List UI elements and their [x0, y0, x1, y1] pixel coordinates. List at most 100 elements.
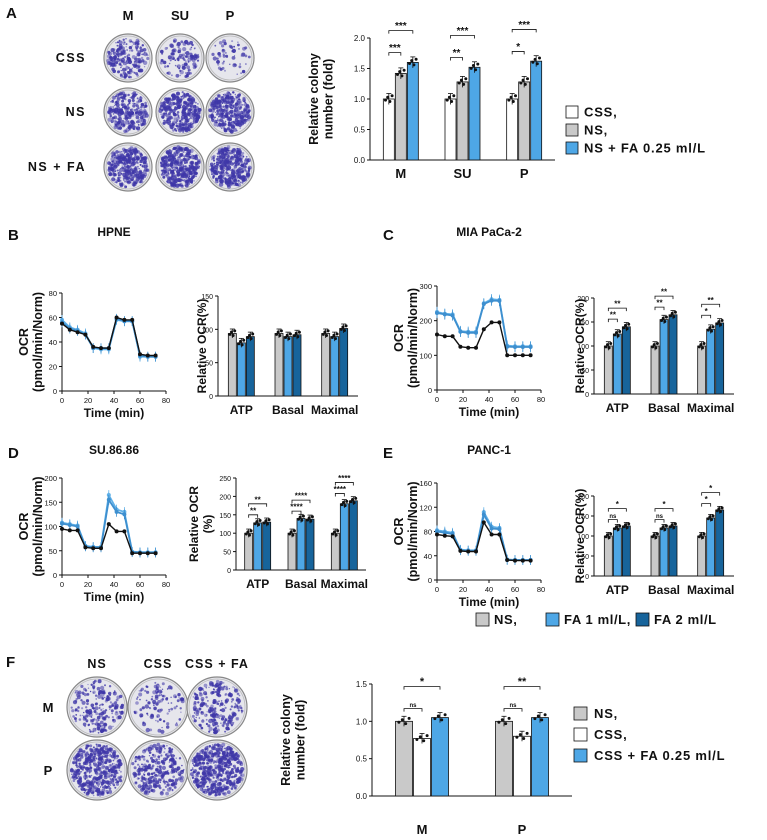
- colony-dot: [92, 707, 96, 710]
- colony-dish: [103, 142, 153, 192]
- panel-letter: B: [8, 227, 19, 244]
- colony-dot: [97, 763, 99, 765]
- colony-dot: [170, 758, 174, 761]
- colony-dot: [128, 124, 133, 129]
- colony-dot: [170, 176, 173, 179]
- ocr-line-e-datapoint: [450, 534, 455, 539]
- colony-dot: [120, 703, 124, 708]
- colony-dot: [109, 764, 112, 767]
- colony-dot: [238, 48, 240, 50]
- colony-dot: [219, 704, 221, 707]
- colony-dot: [128, 160, 133, 165]
- colony-dot: [184, 40, 186, 43]
- colony-dot: [228, 688, 231, 690]
- ocr-bar-e-category-label: Maximal: [687, 583, 734, 597]
- colony-dot: [167, 158, 171, 162]
- colony-dot: [112, 691, 117, 696]
- colony-dot: [214, 97, 219, 101]
- colony-dot: [122, 67, 126, 72]
- ocr-bar-d-bar: [262, 521, 272, 571]
- colony-dot: [174, 64, 177, 67]
- colony-dot: [135, 158, 138, 162]
- colony-dot: [173, 771, 175, 773]
- colony-dot: [111, 111, 113, 113]
- ocr-bar-c-datapoint: [655, 342, 659, 345]
- colony-dot: [111, 100, 115, 103]
- colony-dot: [207, 771, 212, 776]
- chart-f-sig-label: ns: [409, 703, 417, 709]
- dish-row-label: M: [43, 700, 54, 715]
- colony-dot: [89, 744, 93, 748]
- colony-dot: [131, 67, 133, 69]
- legend-a-swatch: [565, 123, 579, 137]
- colony-dot: [207, 700, 209, 702]
- colony-dot: [72, 760, 76, 765]
- colony-dot: [177, 156, 180, 159]
- colony-dot: [153, 771, 156, 775]
- colony-dot: [109, 55, 113, 59]
- colony-dot: [95, 776, 98, 780]
- ocr-line-c-datapoint: [497, 298, 502, 303]
- colony-dot: [155, 746, 159, 750]
- ocr-bar-d-ytick-label: 0: [227, 568, 231, 575]
- colony-dot: [80, 789, 83, 791]
- colony-dot: [247, 165, 252, 170]
- colony-dot: [189, 48, 192, 51]
- colony-dot: [244, 101, 247, 104]
- colony-dot: [168, 112, 171, 116]
- ocr-line-c-ytick-label: 0: [428, 386, 432, 395]
- ocr-line-c-datapoint: [442, 334, 447, 339]
- dish-row-label: NS + FA: [28, 160, 86, 174]
- ocr-bar-d-bar: [296, 518, 306, 571]
- colony-dot: [146, 54, 149, 57]
- colony-dot: [164, 162, 170, 167]
- colony-dot: [128, 154, 133, 159]
- colony-dot: [229, 750, 234, 755]
- colony-dot: [226, 145, 231, 150]
- colony-dot: [144, 104, 147, 107]
- colony-dot: [224, 706, 227, 710]
- colony-dot: [174, 59, 177, 61]
- colony-dot: [212, 56, 217, 61]
- colony-dot: [236, 110, 241, 114]
- ocr-line-b-datapoint: [153, 353, 158, 358]
- chart-f-datapoint: [440, 718, 444, 722]
- colony-dot: [236, 100, 238, 102]
- chart-a-datapoint: [412, 63, 416, 67]
- colony-dot: [131, 124, 136, 128]
- colony-dot: [77, 709, 80, 713]
- colony-dot: [123, 43, 125, 45]
- colony-dot: [166, 783, 170, 787]
- colony-dot: [128, 100, 130, 102]
- colony-dot: [139, 46, 142, 49]
- colony-dot: [75, 762, 78, 764]
- colony-dot: [80, 684, 84, 689]
- ocr-bar-c-ytick-label: 200: [577, 296, 589, 303]
- colony-dot: [213, 707, 216, 710]
- colony-dot: [215, 161, 218, 164]
- colony-dot: [94, 706, 99, 711]
- colony-dot: [212, 175, 215, 178]
- colony-dot: [217, 778, 220, 782]
- colony-dot: [107, 161, 111, 166]
- colony-dot: [186, 63, 188, 65]
- ocr-bar-e-datapoint: [609, 532, 613, 536]
- colony-dot: [74, 719, 78, 723]
- colony-dot: [92, 762, 98, 767]
- ocr-line-c-datapoint: [513, 345, 517, 349]
- colony-dot: [165, 791, 170, 796]
- legend-f-label: CSS,: [594, 727, 628, 742]
- colony-dot: [108, 172, 113, 177]
- ocr-bar-c-datapoint: [615, 331, 618, 335]
- colony-dot: [151, 745, 154, 747]
- ocr-line-e-datapoint: [528, 558, 533, 563]
- colony-dot: [228, 754, 231, 757]
- colony-dot: [224, 730, 227, 733]
- ocr-bar-d-ylabel: Relative OCR: [187, 486, 201, 562]
- colony-dot: [81, 765, 85, 768]
- colony-dot: [239, 154, 242, 156]
- colony-dot: [97, 694, 102, 699]
- colony-dot: [113, 104, 116, 106]
- colony-dot: [114, 705, 119, 710]
- colony-dot: [230, 700, 233, 703]
